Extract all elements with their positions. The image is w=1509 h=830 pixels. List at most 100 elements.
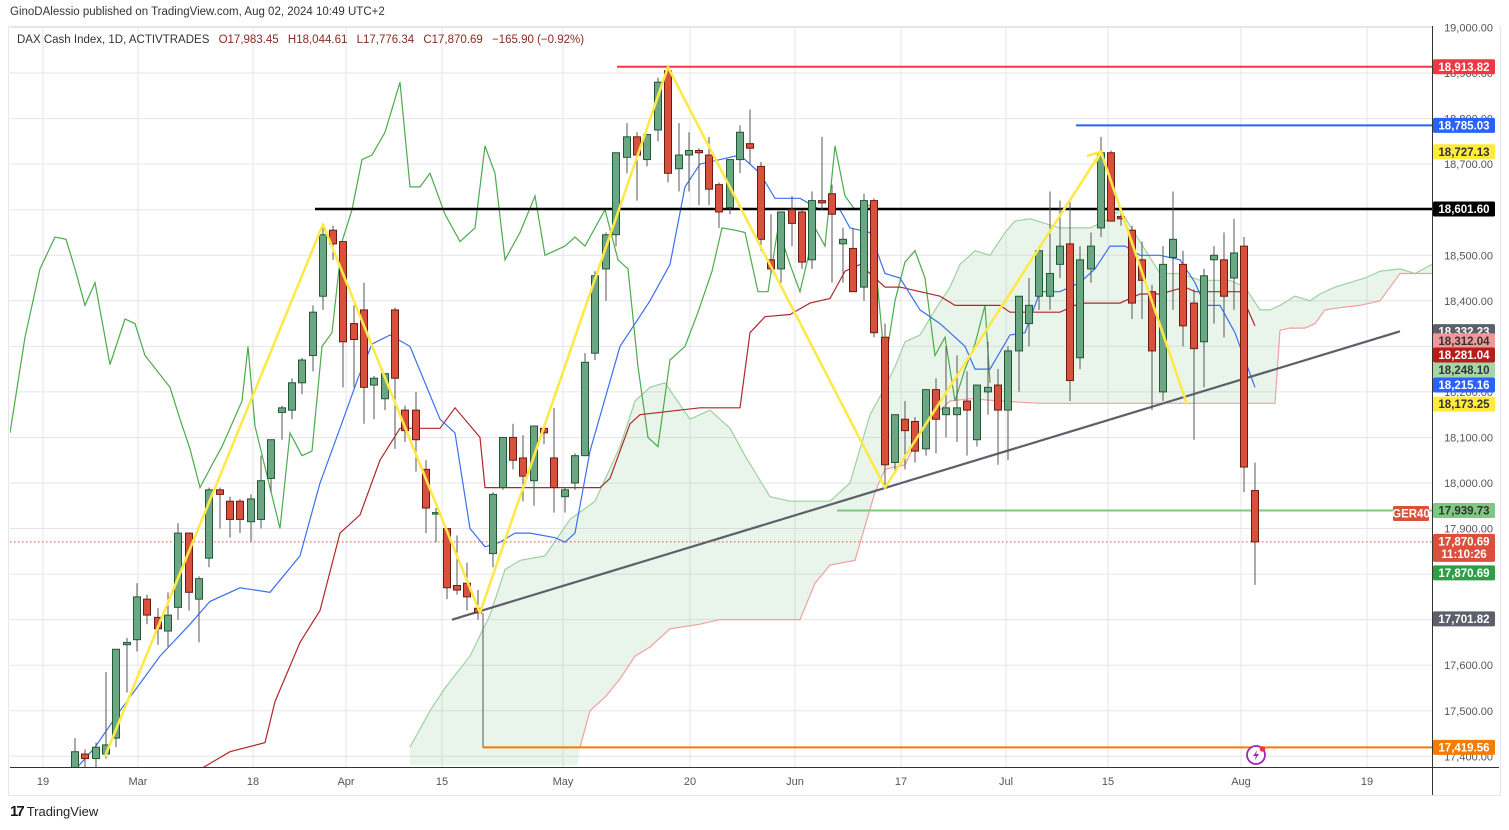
candle	[1066, 243, 1074, 382]
candle	[818, 200, 826, 204]
candle	[1128, 229, 1136, 304]
candle	[973, 384, 981, 441]
publisher-info: GinoDAlessio published on TradingView.co…	[10, 6, 385, 18]
svg-text:18,248.10: 18,248.10	[1438, 365, 1489, 377]
y-tick-label: 17,500.00	[1444, 706, 1493, 718]
y-tick-label: 17,600.00	[1444, 660, 1493, 672]
candle	[849, 247, 857, 293]
symbol-legend[interactable]: DAX Cash Index, 1D, ACTIVTRADES O17,983.…	[17, 34, 584, 46]
candle	[267, 439, 275, 479]
candle	[133, 596, 141, 641]
drawings[interactable]	[10, 65, 1432, 749]
candle	[664, 70, 672, 174]
candle	[612, 152, 620, 236]
brand-name[interactable]: TradingView	[26, 804, 99, 819]
tradingview-footer[interactable]: 17 TradingView	[10, 803, 98, 820]
candle	[1220, 259, 1228, 297]
candle	[247, 498, 255, 523]
candle	[298, 359, 306, 384]
y-tick-label: 19,000.00	[1444, 23, 1493, 35]
candle	[1087, 245, 1095, 270]
y-tick-label: 18,500.00	[1444, 250, 1493, 262]
candle	[870, 200, 878, 334]
candle	[1056, 245, 1064, 265]
candle	[901, 418, 909, 432]
candle	[994, 384, 1002, 411]
candle	[643, 134, 651, 161]
price-tags: 18,913.82 18,785.03 18,727.13 18,601.60 18,3…	[1392, 59, 1495, 755]
candle	[319, 234, 327, 297]
candle	[278, 407, 286, 413]
tradingview-logo-icon: 17	[10, 803, 25, 820]
candle	[1251, 490, 1259, 543]
ichimoku-lines	[10, 82, 1256, 767]
candle	[143, 598, 151, 616]
candle	[164, 614, 172, 632]
legend-open: O17,983.45	[218, 34, 279, 46]
candle	[602, 234, 610, 270]
candle	[695, 149, 703, 154]
kijun-sen-line	[202, 263, 1256, 767]
tenkan-sen-line	[76, 154, 1256, 767]
candle	[360, 309, 368, 388]
y-tick-label: 17,900.00	[1444, 524, 1493, 536]
candle	[860, 200, 868, 288]
candle	[808, 200, 816, 261]
candlesticks[interactable]	[71, 67, 1259, 802]
candle	[1046, 272, 1054, 297]
candle	[257, 480, 265, 520]
x-tick-label: 17	[895, 776, 907, 788]
symbol-title[interactable]: DAX Cash Index, 1D, ACTIVTRADES	[17, 34, 210, 46]
lightning-alert-icon[interactable]	[1246, 745, 1266, 765]
candle	[828, 193, 836, 215]
candle	[288, 382, 296, 411]
legend-low: L17,776.34	[356, 34, 415, 46]
candle	[236, 500, 244, 520]
x-tick-label: Jul	[999, 776, 1013, 788]
x-tick-label: Mar	[129, 776, 148, 788]
x-tick-label: 15	[436, 776, 448, 788]
x-tick-label: May	[553, 776, 574, 788]
svg-text:17,870.69: 17,870.69	[1438, 568, 1489, 580]
legend-high: H18,044.61	[287, 34, 348, 46]
svg-text:18,281.04: 18,281.04	[1438, 350, 1490, 362]
zigzag-drawing[interactable]	[103, 65, 1189, 757]
candle	[226, 500, 234, 520]
candle	[881, 336, 889, 466]
chart-frame[interactable]	[8, 26, 1501, 796]
x-tick-label: 19	[1361, 776, 1373, 788]
svg-text:18,727.13: 18,727.13	[1438, 147, 1489, 159]
candle	[1148, 291, 1156, 352]
candle	[1076, 259, 1084, 359]
svg-text:18,785.03: 18,785.03	[1438, 120, 1489, 132]
candle	[705, 154, 713, 190]
x-tick-label: Aug	[1231, 776, 1251, 788]
candle	[1200, 275, 1208, 343]
candle	[685, 149, 693, 156]
candle	[519, 457, 527, 477]
candle	[757, 165, 765, 240]
candle	[1025, 304, 1033, 325]
candle	[499, 436, 507, 489]
candle	[1179, 263, 1187, 327]
y-tick-label: 18,400.00	[1444, 296, 1493, 308]
svg-text:17,419.56: 17,419.56	[1438, 742, 1489, 754]
candle	[489, 493, 497, 555]
candle	[839, 238, 847, 245]
x-tick-label: 18	[247, 776, 259, 788]
candle	[195, 578, 203, 600]
candle	[726, 159, 734, 208]
x-tick-label: 19	[37, 776, 49, 788]
svg-text:18,601.60: 18,601.60	[1438, 204, 1489, 216]
candle	[984, 386, 992, 393]
axes[interactable]: 19,000.0018,900.0018,800.0018,700.0018,6…	[10, 23, 1499, 796]
candle	[339, 241, 347, 343]
candle	[1097, 152, 1105, 229]
y-tick-label: 18,700.00	[1444, 159, 1493, 171]
candle	[1015, 295, 1023, 352]
svg-text:18,173.25: 18,173.25	[1438, 399, 1490, 411]
candle	[798, 211, 806, 263]
x-tick-label: 15	[1102, 776, 1114, 788]
candle	[715, 184, 723, 213]
